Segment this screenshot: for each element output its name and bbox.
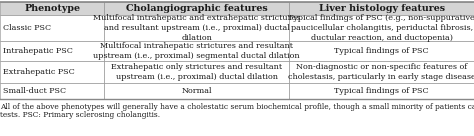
Bar bbox=[289, 41, 474, 61]
Bar bbox=[104, 2, 289, 15]
Text: Typical findings of PSC (e.g., non-suppurative
paucicellular cholangitis, peridu: Typical findings of PSC (e.g., non-suppu… bbox=[288, 15, 474, 41]
Text: Multifocal intrahepatic strictures and resultant
upstream (i.e., proximal) segme: Multifocal intrahepatic strictures and r… bbox=[93, 42, 300, 60]
Text: Liver histology features: Liver histology features bbox=[319, 4, 445, 13]
Text: Cholangiographic features: Cholangiographic features bbox=[126, 4, 268, 13]
Bar bbox=[289, 61, 474, 83]
Bar bbox=[0, 2, 104, 15]
Text: Classic PSC: Classic PSC bbox=[3, 24, 51, 32]
Text: Extrahepatic only strictures and resultant
upstream (i.e., proximal) ductal dila: Extrahepatic only strictures and resulta… bbox=[111, 63, 283, 81]
Text: Phenotype: Phenotype bbox=[24, 4, 80, 13]
Bar bbox=[104, 15, 289, 41]
Bar bbox=[0, 41, 104, 61]
Bar bbox=[104, 61, 289, 83]
Bar bbox=[289, 2, 474, 15]
Text: Intrahepatic PSC: Intrahepatic PSC bbox=[3, 47, 73, 55]
Text: Typical findings of PSC: Typical findings of PSC bbox=[334, 47, 429, 55]
Text: Typical findings of PSC: Typical findings of PSC bbox=[334, 87, 429, 95]
Bar bbox=[104, 83, 289, 99]
Bar bbox=[0, 61, 104, 83]
Text: Multifocal intrahepatic and extrahepatic strictures
and resultant upstream (i.e.: Multifocal intrahepatic and extrahepatic… bbox=[93, 15, 301, 41]
Bar bbox=[289, 83, 474, 99]
Bar bbox=[104, 41, 289, 61]
Text: tests. PSC: Primary sclerosing cholangitis.: tests. PSC: Primary sclerosing cholangit… bbox=[0, 111, 160, 119]
Bar bbox=[289, 15, 474, 41]
Text: Non-diagnostic or non-specific features of
cholestasis, particularly in early st: Non-diagnostic or non-specific features … bbox=[288, 63, 474, 81]
Bar bbox=[0, 15, 104, 41]
Text: Normal: Normal bbox=[182, 87, 212, 95]
Bar bbox=[0, 83, 104, 99]
Text: Extrahepatic PSC: Extrahepatic PSC bbox=[3, 68, 75, 76]
Text: All of the above phenotypes will generally have a cholestatic serum biochemical : All of the above phenotypes will general… bbox=[0, 103, 474, 111]
Text: Small-duct PSC: Small-duct PSC bbox=[3, 87, 66, 95]
